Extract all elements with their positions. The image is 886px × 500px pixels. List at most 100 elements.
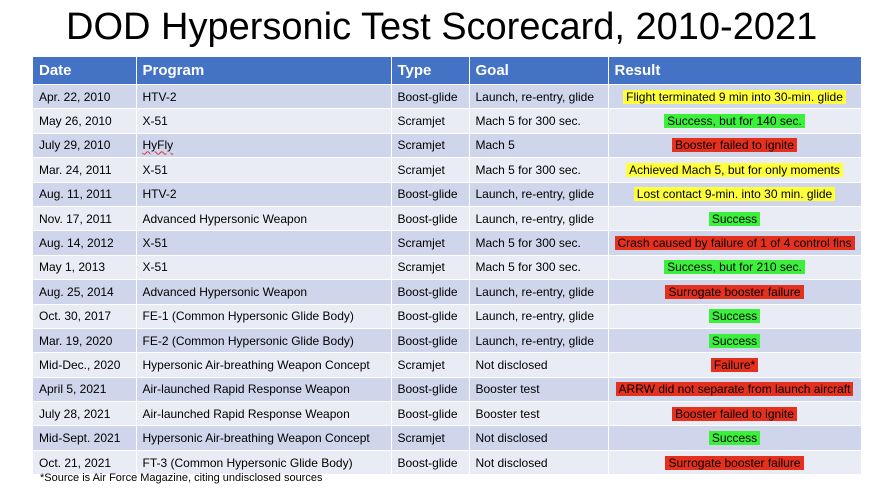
- table-row: Nov. 17, 2011 Advanced Hypersonic Weapon B…: [33, 205, 862, 231]
- cell-program: FE-1 (Common Hypersonic Glide Body): [136, 303, 392, 329]
- cell-result: Success, but for 140 sec.: [608, 108, 862, 134]
- cell-date: Mid-Sept. 2021: [33, 425, 137, 451]
- cell-goal: Not disclosed: [469, 449, 609, 475]
- cell-type: Boost-glide: [391, 83, 470, 109]
- cell-goal: Booster test: [469, 401, 609, 426]
- cell-goal: Launch, re-entry, glide: [469, 83, 609, 109]
- column-header-type: Type: [391, 57, 470, 85]
- cell-date: Mid-Dec., 2020: [33, 352, 137, 378]
- cell-program: Hypersonic Air-breathing Weapon Concept: [136, 352, 392, 378]
- result-highlight-yellow: Achieved Mach 5, but for only moments: [626, 162, 843, 177]
- scorecard-table: Date Program Type Goal Result Apr. 22, 2…: [33, 57, 862, 475]
- cell-program: X-51: [136, 230, 392, 256]
- result-highlight-red: Surrogate booster failure: [665, 284, 804, 299]
- table-header-row: Date Program Type Goal Result: [33, 57, 862, 85]
- table-row: May 1, 2013 X-51 Scramjet Mach 5 for 300 se…: [33, 254, 862, 280]
- table-row: Mid-Dec., 2020 Hypersonic Air-breathing W…: [33, 352, 862, 378]
- cell-program: FT-3 (Common Hypersonic Glide Body): [136, 449, 392, 475]
- result-highlight-red: Booster failed to ignite: [672, 138, 797, 153]
- cell-date: May 1, 2013: [33, 254, 137, 280]
- cell-date: Mar. 24, 2011: [33, 157, 137, 183]
- cell-program: Air-launched Rapid Response Weapon: [136, 376, 392, 402]
- cell-date: Aug. 11, 2011: [33, 181, 137, 207]
- cell-goal: Mach 5 for 300 sec.: [469, 254, 609, 280]
- cell-date: July 29, 2010: [33, 132, 137, 158]
- column-header-program: Program: [136, 57, 392, 85]
- cell-date: Apr. 22, 2010: [33, 83, 137, 109]
- result-highlight-red: ARRW did not separate from launch aircra…: [615, 382, 854, 397]
- cell-type: Boost-glide: [391, 205, 470, 231]
- table-row: Apr. 22, 2010 HTV-2 Boost-glide Launch, re-…: [33, 83, 862, 109]
- cell-result: Booster failed to ignite: [608, 132, 862, 158]
- cell-type: Scramjet: [391, 352, 470, 378]
- cell-date: Aug. 25, 2014: [33, 279, 137, 305]
- result-highlight-green: Success, but for 140 sec.: [664, 114, 805, 129]
- cell-type: Boost-glide: [391, 376, 470, 402]
- cell-date: Oct. 30, 2017: [33, 303, 137, 329]
- cell-goal: Mach 5 for 300 sec.: [469, 230, 609, 256]
- cell-goal: Mach 5 for 300 sec.: [469, 157, 609, 183]
- cell-date: Oct. 21, 2021: [33, 449, 137, 475]
- cell-program: HTV-2: [136, 181, 392, 207]
- result-highlight-green: Success: [708, 333, 761, 348]
- cell-goal: Launch, re-entry, glide: [469, 279, 609, 305]
- cell-result: Achieved Mach 5, but for only moments: [608, 157, 862, 183]
- cell-type: Boost-glide: [391, 327, 470, 353]
- cell-date: May 26, 2010: [33, 108, 137, 134]
- cell-program: X-51: [136, 254, 392, 280]
- cell-result: Crash caused by failure of 1 of 4 contro…: [608, 230, 862, 256]
- column-header-date: Date: [33, 57, 137, 85]
- cell-type: Boost-glide: [391, 401, 470, 426]
- cell-type: Scramjet: [391, 230, 470, 256]
- table-row: July 28, 2021 Air-launched Rapid Response…: [33, 401, 862, 426]
- result-highlight-red: Failure*: [710, 357, 759, 372]
- table-row: Oct. 21, 2021 FT-3 (Common Hypersonic Gli…: [33, 449, 862, 475]
- cell-type: Scramjet: [391, 132, 470, 158]
- cell-date: Aug. 14, 2012: [33, 230, 137, 256]
- column-header-goal: Goal: [469, 57, 609, 85]
- cell-date: July 28, 2021: [33, 401, 137, 426]
- cell-result: Success, but for 210 sec.: [608, 254, 862, 280]
- table-row: Aug. 14, 2012 X-51 Scramjet Mach 5 for 300 …: [33, 230, 862, 256]
- cell-goal: Launch, re-entry, glide: [469, 303, 609, 329]
- cell-type: Scramjet: [391, 425, 470, 451]
- result-highlight-yellow: Lost contact 9-min. into 30 min. glide: [633, 187, 836, 202]
- cell-result: Booster failed to ignite: [608, 401, 862, 426]
- cell-program: HyFly: [136, 132, 392, 158]
- table-row: Oct. 30, 2017 FE-1 (Common Hypersonic Gli…: [33, 303, 862, 329]
- cell-goal: Mach 5 for 300 sec.: [469, 108, 609, 134]
- result-highlight-yellow: Flight terminated 9 min into 30-min. gli…: [623, 89, 846, 104]
- cell-program: HTV-2: [136, 83, 392, 109]
- cell-result: Lost contact 9-min. into 30 min. glide: [608, 181, 862, 207]
- cell-result: Flight terminated 9 min into 30-min. gli…: [608, 83, 862, 109]
- cell-goal: Launch, re-entry, glide: [469, 327, 609, 353]
- table-row: Mid-Sept. 2021 Hypersonic Air-breathing W…: [33, 425, 862, 451]
- table-row: Mar. 24, 2011 X-51 Scramjet Mach 5 for 300 …: [33, 157, 862, 183]
- cell-result: Success: [608, 327, 862, 353]
- cell-goal: Launch, re-entry, glide: [469, 205, 609, 231]
- cell-type: Boost-glide: [391, 303, 470, 329]
- result-highlight-red: Crash caused by failure of 1 of 4 contro…: [614, 236, 855, 251]
- cell-program: Air-launched Rapid Response Weapon: [136, 401, 392, 426]
- cell-program: X-51: [136, 157, 392, 183]
- cell-program: X-51: [136, 108, 392, 134]
- cell-result: Surrogate booster failure: [608, 449, 862, 475]
- cell-goal: Not disclosed: [469, 425, 609, 451]
- cell-result: Success: [608, 303, 862, 329]
- result-highlight-red: Booster failed to ignite: [672, 406, 797, 421]
- cell-result: Surrogate booster failure: [608, 279, 862, 305]
- result-highlight-green: Success, but for 210 sec.: [664, 260, 805, 275]
- cell-type: Boost-glide: [391, 279, 470, 305]
- table-row: April 5, 2021 Air-launched Rapid Response…: [33, 376, 862, 402]
- cell-date: Nov. 17, 2011: [33, 205, 137, 231]
- table-row: Aug. 25, 2014 Advanced Hypersonic Weapon B…: [33, 279, 862, 305]
- page-title: DOD Hypersonic Test Scorecard, 2010-2021: [66, 6, 818, 48]
- result-highlight-red: Surrogate booster failure: [665, 455, 804, 470]
- column-header-result: Result: [608, 57, 862, 85]
- cell-goal: Mach 5: [469, 132, 609, 158]
- cell-type: Scramjet: [391, 157, 470, 183]
- table-row: Mar. 19, 2020 FE-2 (Common Hypersonic Gli…: [33, 327, 862, 353]
- cell-type: Boost-glide: [391, 181, 470, 207]
- cell-result: ARRW did not separate from launch aircra…: [608, 376, 862, 402]
- cell-goal: Booster test: [469, 376, 609, 402]
